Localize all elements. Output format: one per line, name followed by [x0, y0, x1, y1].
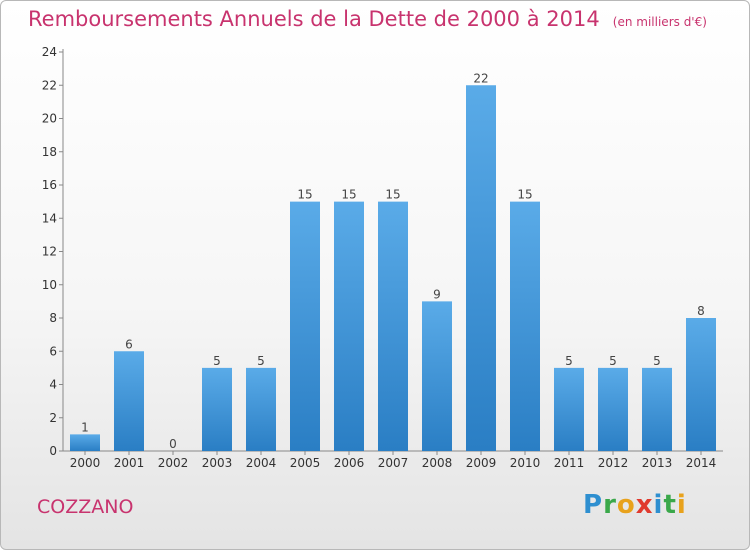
- y-tick-label: 0: [49, 444, 57, 458]
- data-label: 8: [697, 304, 705, 318]
- x-tick-label: 2005: [290, 456, 321, 470]
- bar: [554, 367, 584, 451]
- x-tick-label: 2006: [334, 456, 365, 470]
- bar: [114, 351, 144, 451]
- chart-title: Remboursements Annuels de la Dette de 20…: [28, 7, 600, 31]
- logo-letter: i: [653, 490, 664, 520]
- y-tick-label: 24: [42, 45, 57, 59]
- x-tick-label: 2007: [378, 456, 409, 470]
- x-tick-label: 2001: [114, 456, 145, 470]
- data-label: 5: [565, 354, 573, 368]
- logo-letter: i: [676, 490, 687, 520]
- data-label: 0: [169, 437, 177, 451]
- data-label: 5: [257, 354, 265, 368]
- data-label: 15: [517, 188, 532, 202]
- logo-letter: x: [635, 490, 654, 520]
- bar: [246, 367, 276, 451]
- data-label: 5: [653, 354, 661, 368]
- y-tick-label: 18: [42, 145, 57, 159]
- data-label: 9: [433, 287, 441, 301]
- data-label: 22: [473, 71, 488, 85]
- chart-subtitle: (en milliers d'€): [612, 15, 707, 29]
- bar: [334, 201, 364, 451]
- bar: [290, 201, 320, 451]
- proxiti-logo: Proxiti: [583, 490, 687, 520]
- bar: [378, 201, 408, 451]
- bar: [598, 367, 628, 451]
- labels: 2000 1 2001 6 2002 0 2003 5 2004 5 2005 15 2006 15 200…: [70, 71, 717, 470]
- x-tick-label: 2014: [686, 456, 717, 470]
- y-tick-label: 2: [49, 411, 57, 425]
- bar: [422, 301, 452, 451]
- data-label: 15: [297, 188, 312, 202]
- y-tick-label: 4: [49, 378, 57, 392]
- data-label: 15: [341, 188, 356, 202]
- x-tick-label: 2008: [422, 456, 453, 470]
- x-tick-label: 2004: [246, 456, 277, 470]
- y-tick-label: 10: [42, 278, 57, 292]
- y-tick-label: 12: [42, 245, 57, 259]
- bar: [510, 201, 540, 451]
- logo-letter: o: [616, 490, 636, 520]
- x-tick-label: 2012: [598, 456, 629, 470]
- y-tick-label: 8: [49, 311, 57, 325]
- x-tick-label: 2009: [466, 456, 497, 470]
- data-label: 6: [125, 337, 133, 351]
- data-label: 5: [213, 354, 221, 368]
- bars: [70, 85, 716, 451]
- y-tick-label: 22: [42, 78, 57, 92]
- bar: [686, 318, 716, 451]
- bar: [70, 434, 100, 451]
- x-tick-label: 2010: [510, 456, 541, 470]
- bar: [202, 367, 232, 451]
- bar: [642, 367, 672, 451]
- logo-letter: r: [603, 490, 617, 520]
- y-tick-label: 20: [42, 112, 57, 126]
- commune-name: COZZANO: [37, 496, 134, 518]
- x-tick-label: 2000: [70, 456, 101, 470]
- x-tick-label: 2011: [554, 456, 585, 470]
- x-tick-label: 2013: [642, 456, 673, 470]
- logo-letter: P: [583, 490, 604, 520]
- x-tick-label: 2002: [158, 456, 189, 470]
- y-tick-label: 16: [42, 178, 57, 192]
- data-label: 1: [81, 420, 89, 434]
- chart-title-block: Remboursements Annuels de la Dette de 20…: [28, 7, 707, 31]
- logo-letter: t: [663, 490, 677, 520]
- data-label: 15: [385, 188, 400, 202]
- y-tick-label: 6: [49, 344, 57, 358]
- y-tick-label: 14: [42, 211, 57, 225]
- x-tick-label: 2003: [202, 456, 233, 470]
- data-label: 5: [609, 354, 617, 368]
- bar: [466, 85, 496, 451]
